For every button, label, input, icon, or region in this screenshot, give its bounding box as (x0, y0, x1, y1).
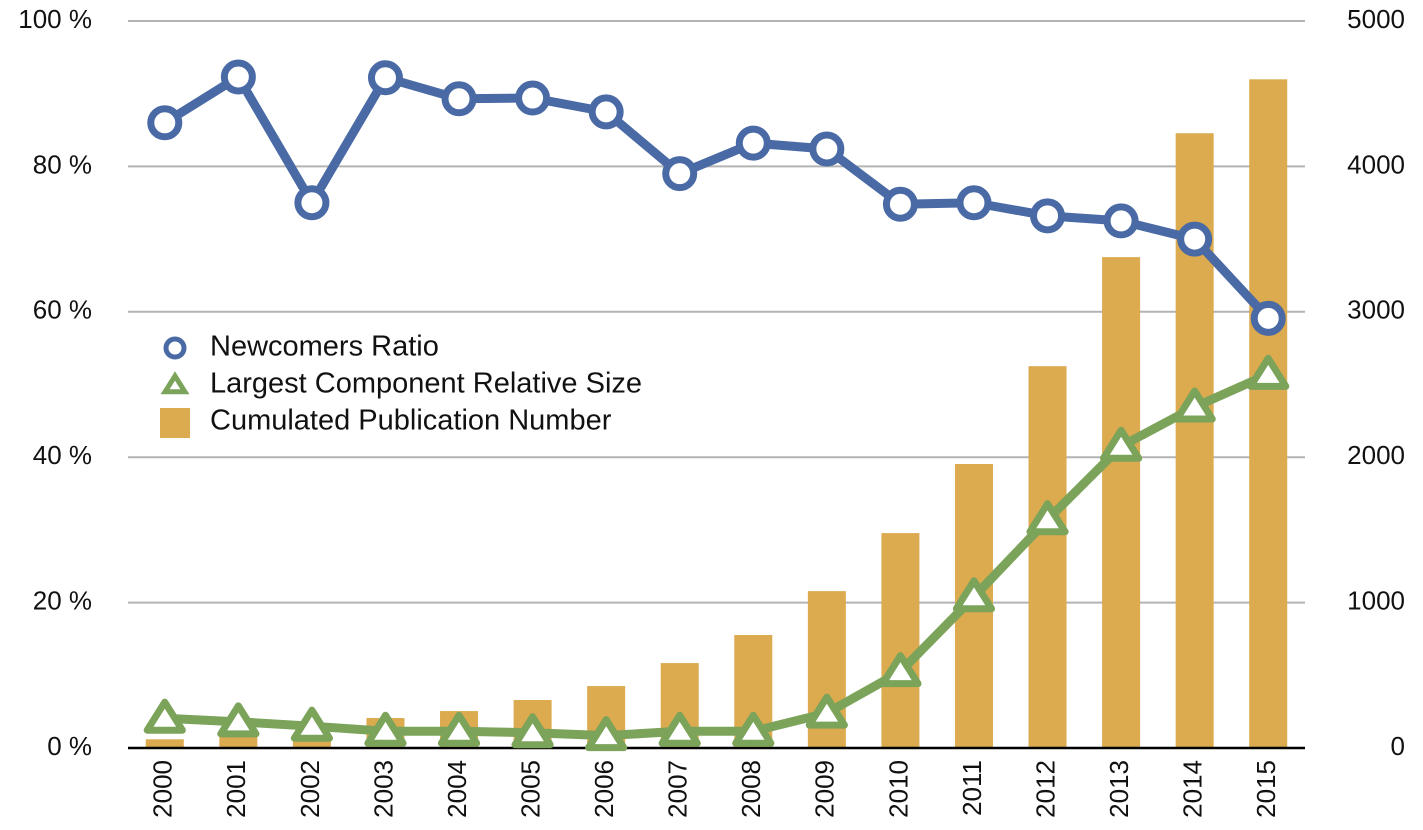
y2-tick-label: 0 (1391, 731, 1405, 761)
legend-label: Cumulated Publication Number (210, 405, 612, 437)
x-tick-label: 2011 (957, 760, 987, 816)
marker (1103, 203, 1139, 239)
marker (441, 81, 477, 117)
y-tick-label: 80 % (33, 149, 92, 179)
marker (294, 185, 330, 221)
line (164, 370, 1271, 741)
marker (220, 59, 256, 95)
x-tick-label: 2006 (589, 760, 619, 818)
marker (290, 706, 334, 742)
marker (1026, 500, 1069, 536)
y2-tick-label: 5000 (1347, 4, 1405, 34)
x-tick-label: 2003 (368, 760, 398, 818)
marker (952, 577, 996, 613)
marker (585, 716, 628, 752)
marker (1177, 221, 1213, 257)
x-tick-label: 2009 (810, 760, 840, 818)
x-tick-label: 2012 (1030, 760, 1060, 818)
marker (735, 125, 771, 161)
bar (145, 739, 184, 748)
marker (147, 105, 183, 141)
x-tick-label: 2004 (442, 760, 472, 818)
bar (219, 736, 258, 748)
x-tick-label: 2010 (883, 760, 913, 818)
marker (882, 186, 918, 222)
marker (732, 711, 775, 747)
x-tick-label: 2005 (515, 760, 545, 818)
y2-tick-label: 3000 (1347, 295, 1405, 325)
marker (809, 131, 845, 167)
x-tick-label: 2002 (295, 760, 325, 818)
legend-swatch (163, 336, 187, 360)
marker (956, 185, 992, 221)
marker (367, 60, 403, 96)
marker (1099, 426, 1143, 462)
y-tick-label: 60 % (33, 295, 92, 325)
x-tick-label: 2008 (736, 760, 766, 818)
marker (1173, 387, 1216, 423)
line (162, 72, 1272, 322)
marker (1247, 354, 1290, 390)
bar (1249, 79, 1288, 748)
x-tick-label: 2000 (148, 760, 178, 818)
y-tick-label: 100 % (18, 4, 92, 34)
x-tick-label: 2007 (663, 760, 693, 818)
x-tick-label: 2001 (221, 760, 251, 818)
marker (588, 94, 624, 130)
marker (879, 652, 922, 688)
marker (662, 156, 698, 192)
x-tick-label: 2013 (1104, 760, 1134, 818)
bar (1102, 257, 1141, 748)
marker (217, 702, 260, 738)
marker (805, 693, 848, 729)
marker (511, 713, 554, 749)
y2-tick-label: 4000 (1347, 149, 1405, 179)
y-tick-label: 40 % (33, 440, 92, 470)
marker (143, 698, 186, 734)
y-tick-label: 0 % (47, 731, 92, 761)
marker (1250, 300, 1286, 336)
y2-tick-label: 1000 (1347, 585, 1405, 615)
legend-label: Largest Component Relative Size (210, 368, 642, 400)
bar (881, 533, 920, 748)
x-tick-label: 2015 (1251, 760, 1281, 818)
marker (658, 711, 701, 747)
y2-tick-label: 2000 (1347, 440, 1405, 470)
x-tick-label: 2014 (1178, 760, 1208, 818)
marker (515, 80, 551, 116)
marker (437, 711, 481, 747)
marker (1030, 198, 1066, 234)
legend-label: Newcomers Ratio (210, 331, 439, 363)
bar (1028, 366, 1067, 748)
marker (364, 711, 407, 747)
legend-swatch (160, 371, 190, 395)
legend-swatch (160, 408, 190, 438)
y-tick-label: 20 % (33, 585, 92, 615)
